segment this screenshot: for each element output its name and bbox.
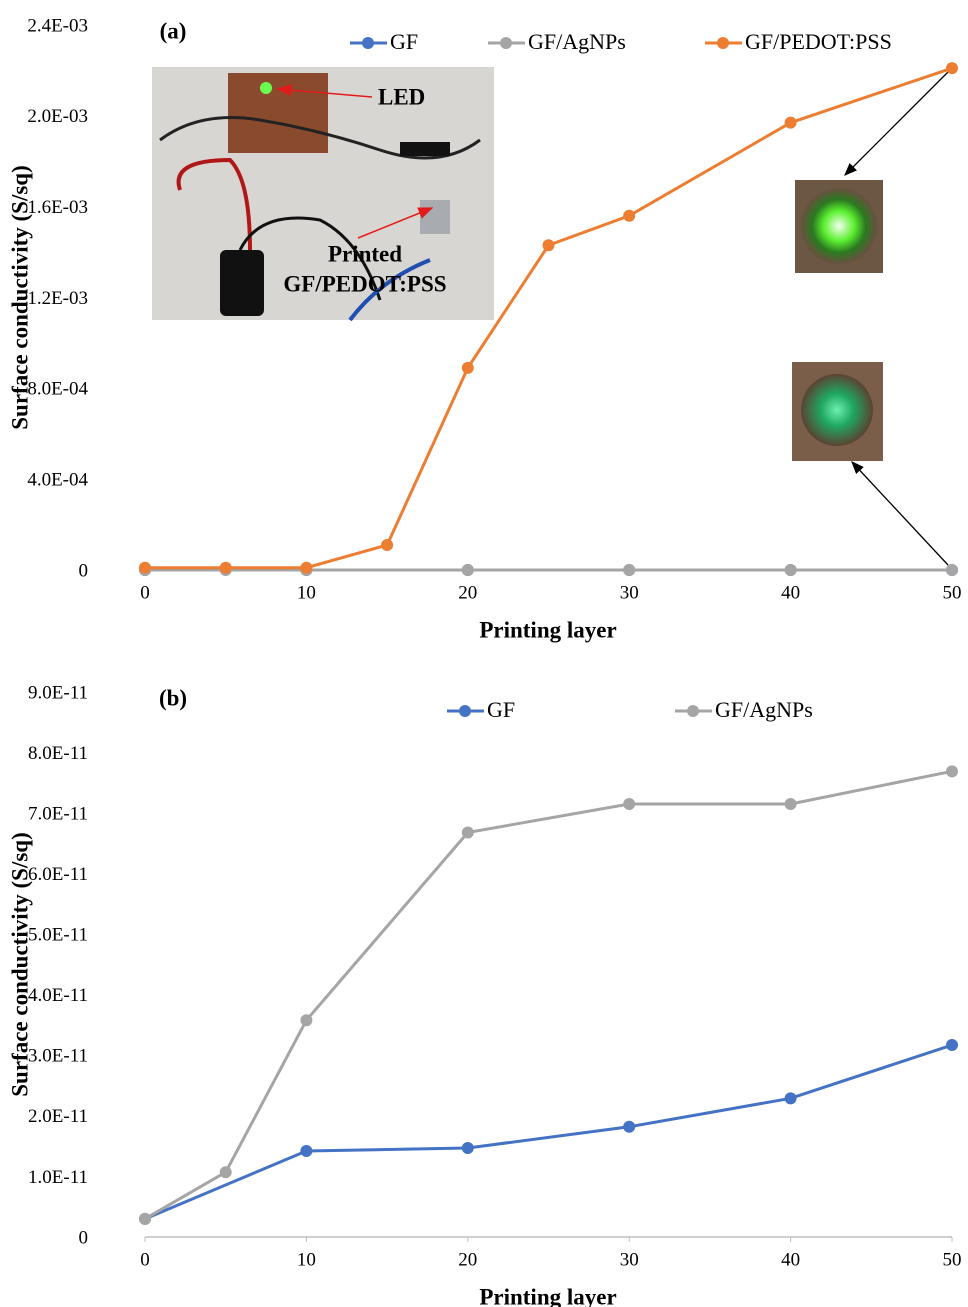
annotation: LED: [378, 84, 425, 109]
x-tick-label: 0: [140, 1249, 150, 1270]
y-tick-label: 3.0E-11: [28, 1046, 88, 1067]
x-tick-label: 30: [620, 582, 639, 603]
data-point: [946, 1039, 958, 1051]
panel-label: (a): [160, 18, 187, 43]
data-point: [946, 564, 958, 576]
data-point: [300, 1145, 312, 1157]
x-axis-label: Printing layer: [479, 617, 616, 642]
legend-marker: [717, 37, 729, 49]
x-tick-label: 50: [943, 582, 962, 603]
data-point: [946, 765, 958, 777]
y-tick-label: 0: [79, 1227, 89, 1248]
legend-label: GF/AgNPs: [715, 697, 813, 722]
data-point: [300, 1014, 312, 1026]
y-tick-label: 4.0E-04: [27, 470, 88, 491]
data-point: [300, 562, 312, 574]
data-point: [462, 564, 474, 576]
y-tick-label: 4.0E-11: [28, 985, 88, 1006]
series: [139, 564, 958, 576]
legend-marker: [459, 705, 471, 717]
y-tick-label: 1.6E-03: [27, 197, 88, 218]
series: [139, 1039, 958, 1225]
x-tick-label: 30: [620, 1249, 639, 1270]
data-point: [785, 117, 797, 129]
y-tick-label: 0: [79, 560, 89, 581]
y-tick-label: 6.0E-11: [28, 864, 88, 885]
legend-label: GF/PEDOT:PSS: [745, 29, 892, 54]
y-tick-label: 7.0E-11: [28, 803, 88, 824]
x-tick-label: 40: [781, 1249, 800, 1270]
y-axis-label: Surface conductivity (S/sq): [7, 165, 32, 430]
y-tick-label: 2.0E-03: [27, 106, 88, 127]
series: [139, 765, 958, 1225]
y-tick-label: 1.0E-11: [28, 1167, 88, 1188]
data-point: [462, 362, 474, 374]
legend-marker: [500, 37, 512, 49]
legend-label: GF: [390, 29, 418, 54]
data-point: [220, 562, 232, 574]
x-tick-label: 50: [943, 1249, 962, 1270]
legend-label: GF/AgNPs: [528, 29, 626, 54]
led-photo: [792, 180, 883, 461]
panel-label: (b): [159, 685, 187, 710]
data-point: [623, 210, 635, 222]
x-tick-label: 10: [297, 582, 316, 603]
data-point: [220, 1166, 232, 1178]
page: 0 4.0E-04 8.0E-04 1.2E-03 1.6E-03 2.0E-03 2.4E…: [0, 0, 968, 1307]
data-point: [139, 562, 151, 574]
data-point: [543, 239, 555, 251]
annotation: GF/PEDOT:PSS: [283, 271, 446, 296]
x-axis-label: Printing layer: [479, 1284, 616, 1307]
legend-marker: [362, 37, 374, 49]
legend-label: GF: [487, 697, 515, 722]
data-point: [785, 564, 797, 576]
data-point: [623, 798, 635, 810]
y-tick-label: 9.0E-11: [28, 682, 88, 703]
series-line: [145, 771, 952, 1219]
arrow: [852, 462, 948, 565]
x-tick-label: 10: [297, 1249, 316, 1270]
y-tick-label: 2.4E-03: [27, 15, 88, 36]
data-point: [946, 62, 958, 74]
annotation: Printed: [328, 241, 402, 266]
data-point: [462, 1142, 474, 1154]
y-tick-label: 8.0E-11: [28, 743, 88, 764]
y-tick-label: 1.2E-03: [27, 288, 88, 309]
data-point: [623, 1121, 635, 1133]
data-point: [462, 826, 474, 838]
data-point: [139, 1213, 151, 1225]
figure: 0 4.0E-04 8.0E-04 1.2E-03 1.6E-03 2.0E-03 2.4E…: [0, 0, 968, 1307]
x-tick-label: 20: [458, 1249, 477, 1270]
data-point: [623, 564, 635, 576]
x-tick-label: 0: [140, 582, 150, 603]
series-line: [145, 1045, 952, 1219]
y-tick-label: 8.0E-04: [27, 379, 88, 400]
y-tick-label: 2.0E-11: [28, 1106, 88, 1127]
x-tick-label: 40: [781, 582, 800, 603]
legend-marker: [687, 705, 699, 717]
y-axis-label: Surface conductivity (S/sq): [7, 832, 32, 1097]
data-point: [785, 798, 797, 810]
data-point: [381, 539, 393, 551]
x-tick-label: 20: [458, 582, 477, 603]
y-tick-label: 5.0E-11: [28, 925, 88, 946]
data-point: [785, 1092, 797, 1104]
